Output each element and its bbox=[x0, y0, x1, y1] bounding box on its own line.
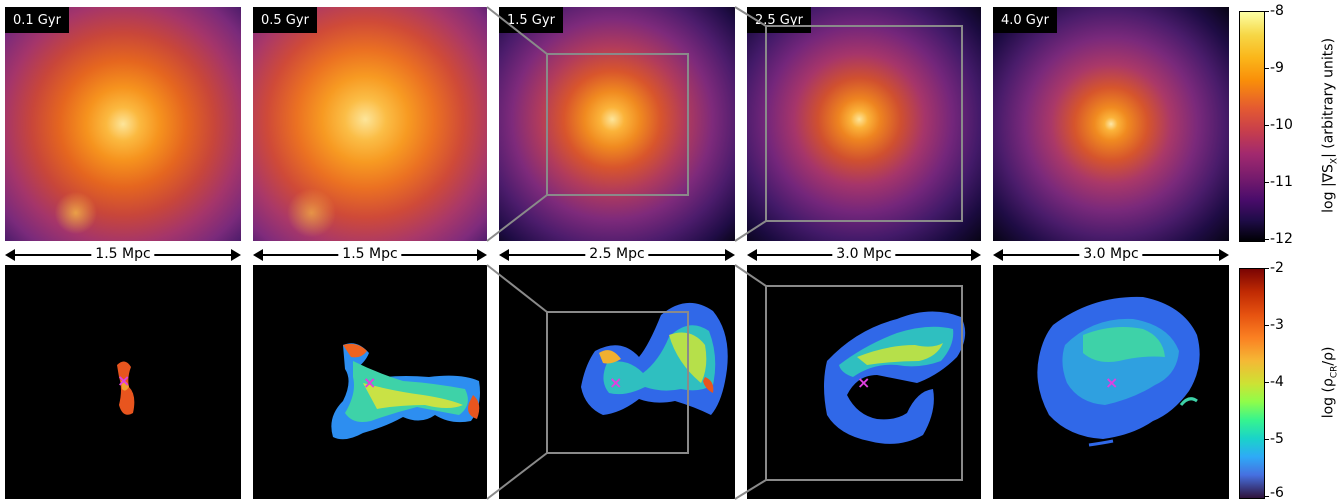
colorbar-top-tick: -11 bbox=[1270, 174, 1293, 190]
colorbar-bottom-tick: -5 bbox=[1270, 431, 1284, 447]
colorbar-bottom-tick: -4 bbox=[1270, 374, 1284, 390]
colorbar-top-tick: -8 bbox=[1270, 3, 1284, 19]
scale-bar-4: 3.0 Mpc bbox=[747, 244, 981, 264]
top-panel-5: 4.0 Gyr bbox=[993, 7, 1229, 241]
gradient-image-5 bbox=[993, 7, 1229, 241]
scale-bar-3: 2.5 Mpc bbox=[499, 244, 735, 264]
cr-map-2 bbox=[331, 343, 480, 440]
marker-icon: × bbox=[363, 373, 377, 392]
colorbar-bottom-tick: -6 bbox=[1270, 485, 1284, 501]
scale-bar-2: 1.5 Mpc bbox=[253, 244, 487, 264]
top-panel-1: 0.1 Gyr bbox=[5, 7, 241, 241]
colorbar-top-label: log |∇SX| (arbitrary units) bbox=[1320, 37, 1338, 213]
time-label: 0.5 Gyr bbox=[253, 7, 317, 33]
scale-bar-label: 3.0 Mpc bbox=[832, 245, 896, 263]
time-label: 1.5 Gyr bbox=[499, 7, 563, 33]
marker-icon: × bbox=[857, 373, 871, 392]
colorbar-bottom-tick: -3 bbox=[1270, 317, 1284, 333]
gradient-image-4 bbox=[747, 7, 981, 241]
colorbar-bottom bbox=[1239, 268, 1265, 499]
top-panel-2: 0.5 Gyr bbox=[253, 7, 487, 241]
marker-icon: × bbox=[609, 373, 623, 392]
colorbar-top bbox=[1239, 11, 1265, 242]
bottom-panel-3: × bbox=[499, 265, 735, 499]
bottom-panel-5: × bbox=[993, 265, 1229, 499]
colorbar-bottom-label: log (ρCR/ρ) bbox=[1320, 346, 1338, 419]
scale-bar-1: 1.5 Mpc bbox=[5, 244, 241, 264]
scale-bar-label: 3.0 Mpc bbox=[1079, 245, 1143, 263]
bottom-panel-2: × bbox=[253, 265, 487, 499]
bottom-panel-4: × bbox=[747, 265, 981, 499]
colorbar-top-tick: -12 bbox=[1270, 231, 1293, 247]
colorbar-bottom-tick: -2 bbox=[1270, 260, 1284, 276]
time-label: 4.0 Gyr bbox=[993, 7, 1057, 33]
colorbar-top-tick: -9 bbox=[1270, 60, 1284, 76]
scale-bar-5: 3.0 Mpc bbox=[993, 244, 1229, 264]
top-panel-4: 2.5 Gyr bbox=[747, 7, 981, 241]
cr-map-1 bbox=[117, 361, 135, 415]
marker-icon: × bbox=[1105, 373, 1119, 392]
bottom-panel-1: × bbox=[5, 265, 241, 499]
scale-bar-label: 1.5 Mpc bbox=[91, 245, 155, 263]
time-label: 0.1 Gyr bbox=[5, 7, 69, 33]
marker-icon: × bbox=[117, 371, 131, 390]
time-label: 2.5 Gyr bbox=[747, 7, 811, 33]
scale-bar-label: 2.5 Mpc bbox=[585, 245, 649, 263]
gradient-image-3 bbox=[499, 7, 735, 241]
colorbar-top-tick: -10 bbox=[1270, 117, 1293, 133]
cr-map-5 bbox=[1037, 296, 1200, 447]
scale-bar-label: 1.5 Mpc bbox=[338, 245, 402, 263]
top-panel-3: 1.5 Gyr bbox=[499, 7, 735, 241]
